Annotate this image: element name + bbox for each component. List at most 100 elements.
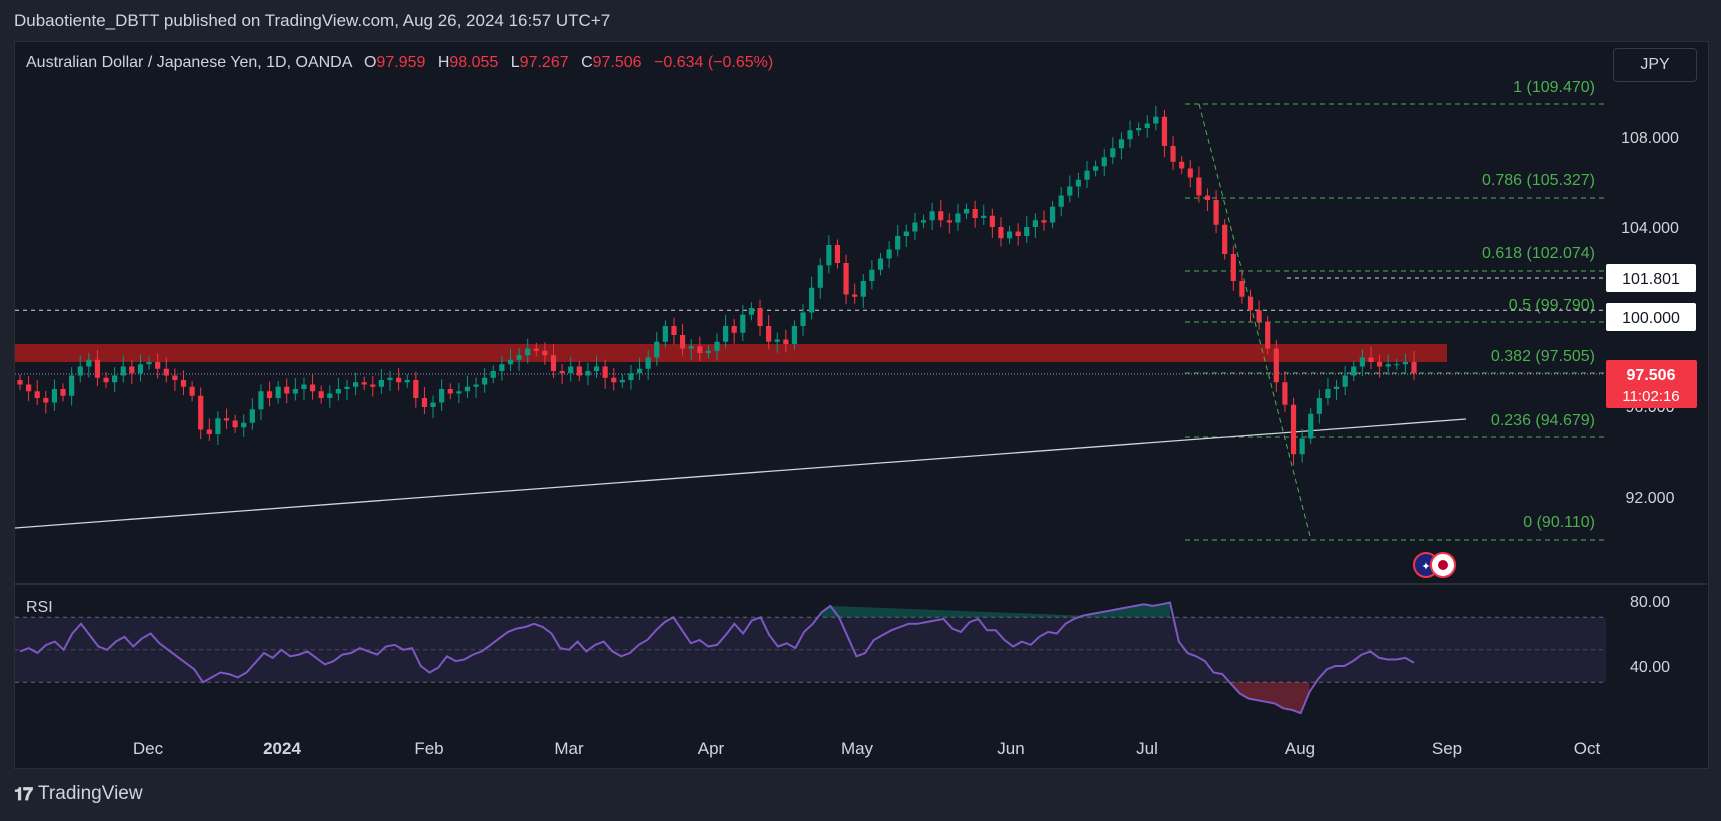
- candle-body: [998, 227, 1004, 239]
- countdown-text: 11:02:16: [1622, 388, 1679, 405]
- change-value: −0.634 (−0.65%): [654, 54, 774, 71]
- candle-25: [232, 414, 238, 433]
- candle-body: [585, 371, 591, 376]
- currency-button[interactable]: JPY: [1613, 48, 1697, 82]
- fib-label-1: 1 (109.470): [1513, 79, 1595, 96]
- x-tick-label-jun: Jun: [997, 739, 1024, 758]
- candle-4: [51, 379, 58, 411]
- fib-label-0.786: 0.786 (105.327): [1482, 172, 1595, 189]
- candle-2: [34, 380, 40, 405]
- candle-98: [860, 274, 866, 308]
- candle-156: [1359, 349, 1365, 377]
- candle-79: [697, 336, 703, 362]
- candle-20: [189, 381, 195, 402]
- candle-49: [439, 379, 445, 411]
- candle-16: [155, 353, 161, 379]
- candle-body: [137, 364, 144, 374]
- candle-110: [963, 203, 970, 220]
- candle-body: [1239, 281, 1245, 297]
- candle-5: [60, 383, 66, 402]
- candle-body: [903, 231, 909, 236]
- candle-160: [1394, 358, 1400, 370]
- rsi-y-tick-40.00: 40.00: [1630, 659, 1670, 676]
- candle-74: [654, 332, 660, 366]
- rsi-y-tick-80.00: 80.00: [1630, 594, 1670, 611]
- candle-125: [1093, 160, 1099, 177]
- candle-body: [439, 389, 445, 403]
- candle-158: [1376, 355, 1383, 378]
- candle-body: [258, 391, 264, 410]
- candle-body: [1222, 224, 1228, 254]
- price-label-101801: 101.801: [1606, 264, 1696, 292]
- candle-64: [568, 356, 574, 382]
- candle-body: [352, 382, 359, 387]
- candle-72: [636, 357, 643, 381]
- candle-body: [946, 220, 952, 223]
- candle-62: [550, 344, 557, 378]
- fib-label-0.618: 0.618 (102.074): [1482, 245, 1595, 262]
- candle-43: [387, 370, 393, 392]
- candle-81: [714, 333, 720, 361]
- candle-body: [516, 355, 522, 360]
- candle-body: [938, 211, 944, 221]
- candle-body: [671, 326, 677, 335]
- candle-78: [688, 339, 694, 360]
- candle-142: [1239, 269, 1245, 304]
- candle-65: [576, 360, 582, 382]
- candle-21: [198, 387, 204, 440]
- candle-body: [852, 294, 858, 297]
- japan-flag-dot: [1438, 560, 1448, 570]
- candle-body: [1282, 382, 1288, 405]
- candle-body: [404, 380, 410, 383]
- candle-body: [69, 375, 75, 396]
- x-tick-label-aug: Aug: [1285, 739, 1315, 758]
- candle-124: [1084, 161, 1090, 189]
- candle-101: [886, 241, 892, 269]
- candle-120: [1049, 201, 1056, 229]
- candle-113: [989, 208, 995, 239]
- candle-body: [602, 366, 608, 378]
- candle-0: [17, 374, 23, 391]
- chart-frame[interactable]: [14, 41, 1709, 769]
- drawing-lines-layer: [14, 277, 1605, 529]
- candle-body: [886, 249, 892, 259]
- candle-91: [800, 304, 806, 336]
- low-value: 97.267: [519, 54, 569, 71]
- x-tick-label-apr: Apr: [698, 739, 725, 758]
- candle-body: [249, 409, 255, 423]
- candle-body: [912, 222, 918, 232]
- candle-99: [869, 260, 875, 290]
- candle-body: [1153, 116, 1159, 124]
- candle-22: [206, 418, 212, 441]
- candle-134: [1170, 136, 1176, 171]
- candle-59: [525, 338, 531, 364]
- candle-body: [180, 380, 187, 387]
- candle-body: [1058, 195, 1064, 207]
- candle-66: [585, 362, 591, 386]
- candle-body: [1161, 116, 1168, 146]
- candle-body: [1351, 366, 1357, 376]
- candle-body: [731, 326, 737, 333]
- candle-body: [163, 368, 169, 376]
- candle-body: [387, 377, 393, 380]
- candle-body: [507, 359, 514, 365]
- candle-body: [688, 346, 694, 349]
- close-value: 97.506: [592, 54, 642, 71]
- candle-body: [1316, 398, 1322, 414]
- candle-body: [619, 380, 625, 383]
- candle-body: [1342, 375, 1348, 387]
- candle-54: [482, 368, 488, 393]
- candle-body: [1411, 362, 1417, 374]
- x-tick-label-2024: 2024: [263, 739, 301, 758]
- symbol-title[interactable]: Australian Dollar / Japanese Yen, 1D, OA…: [26, 54, 352, 71]
- candle-body: [559, 371, 565, 374]
- candle-body: [447, 389, 453, 394]
- candle-body: [318, 391, 324, 398]
- candle-152: [1325, 377, 1331, 405]
- candle-116: [1015, 223, 1021, 246]
- footer-brand[interactable]: 𝟏𝟕 TradingView: [14, 783, 143, 805]
- candle-69: [611, 368, 617, 391]
- x-tick-label-oct: Oct: [1574, 739, 1601, 758]
- candle-body: [327, 393, 333, 398]
